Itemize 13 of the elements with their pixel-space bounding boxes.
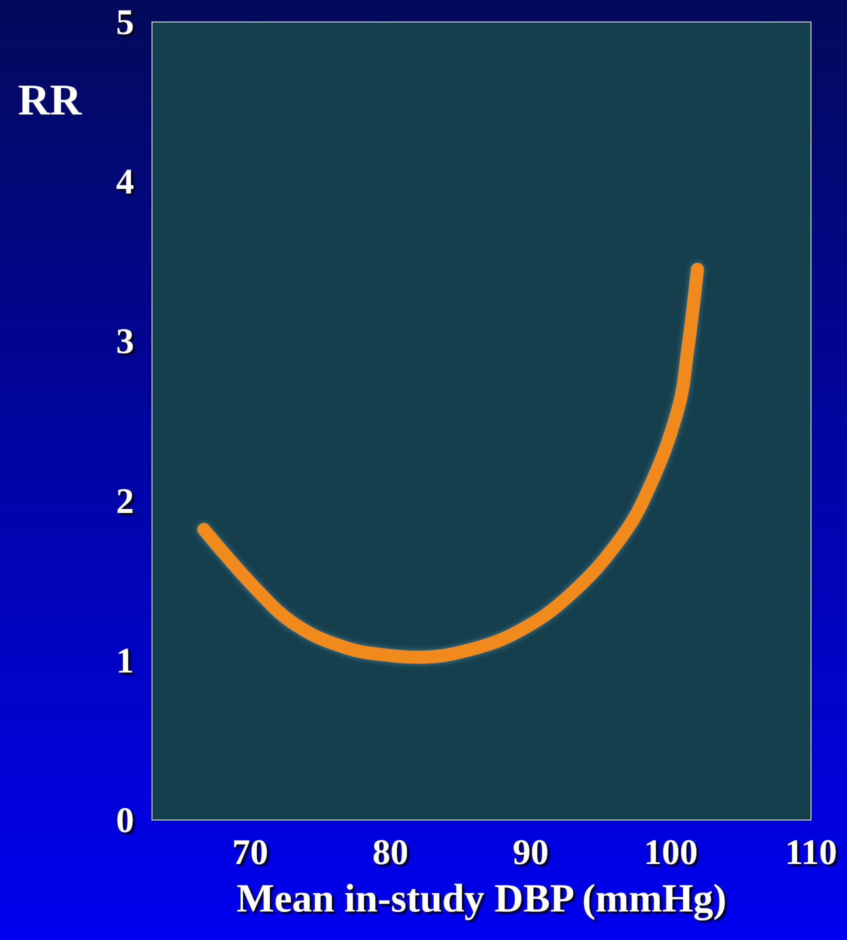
y-tick-label: 1 [116,640,134,680]
y-tick-label: 0 [116,800,134,840]
x-tick-label: 110 [784,832,838,872]
y-tick-label: 2 [116,480,134,521]
x-axis-title: Mean in-study DBP (mmHg) [236,876,726,920]
y-axis-title: RR [18,76,83,124]
y-tick-label: 3 [116,321,134,362]
x-tick-label: 90 [512,832,549,872]
y-tick-label: 4 [116,162,134,202]
x-tick-label: 80 [372,832,408,872]
y-tick-label: 5 [116,2,134,42]
x-tick-label: 70 [232,832,268,872]
x-tick-label: 100 [644,832,698,872]
